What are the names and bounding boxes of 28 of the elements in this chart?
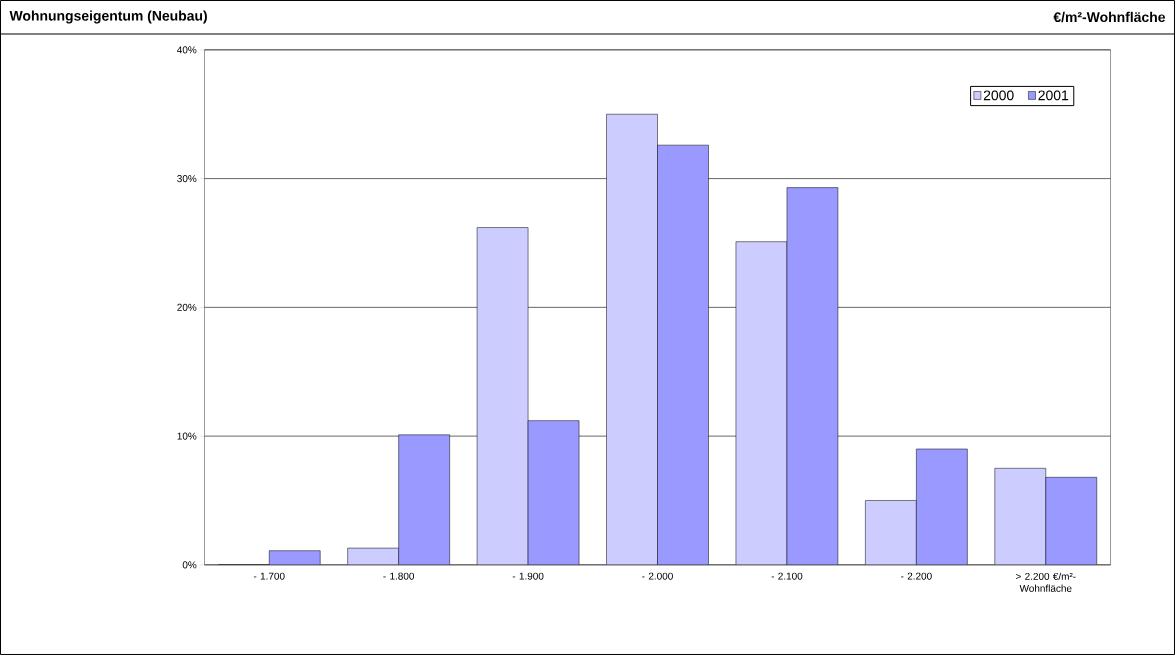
bar xyxy=(1045,477,1098,565)
chart-subtitle: €/m²-Wohnfläche xyxy=(1053,11,1166,23)
x-tick-label: - 2.200 xyxy=(901,572,932,580)
x-tick-label: - 1.900 xyxy=(512,572,544,580)
bar xyxy=(786,187,839,565)
bar xyxy=(657,144,709,565)
x-tick-label: - 1.700 xyxy=(253,572,285,580)
x-tick-label: - 2.000 xyxy=(642,572,673,580)
bar xyxy=(735,241,788,565)
bar xyxy=(268,550,321,565)
bar xyxy=(994,468,1047,565)
y-tick-label: 20% xyxy=(177,303,197,311)
y-tick-label: 10% xyxy=(177,432,197,440)
bar xyxy=(606,113,658,565)
y-tick-label: 40% xyxy=(177,46,197,54)
bar xyxy=(527,420,580,565)
x-tick-label: - 1.800 xyxy=(383,572,415,580)
bar xyxy=(916,448,968,565)
bar xyxy=(398,434,450,565)
legend-label: 2001 xyxy=(1038,90,1069,101)
y-tick-label: 30% xyxy=(177,175,197,183)
legend-label: 2000 xyxy=(983,90,1014,101)
x-tick-label: - 2.100 xyxy=(771,572,803,580)
chart-title: Wohnungseigentum (Neubau) xyxy=(9,10,207,24)
bar xyxy=(476,227,529,565)
x-tick-label: > 2.200 €/m²-Wohnfläche xyxy=(1015,572,1076,592)
y-tick-label: 0% xyxy=(182,561,197,569)
bar xyxy=(865,500,917,565)
